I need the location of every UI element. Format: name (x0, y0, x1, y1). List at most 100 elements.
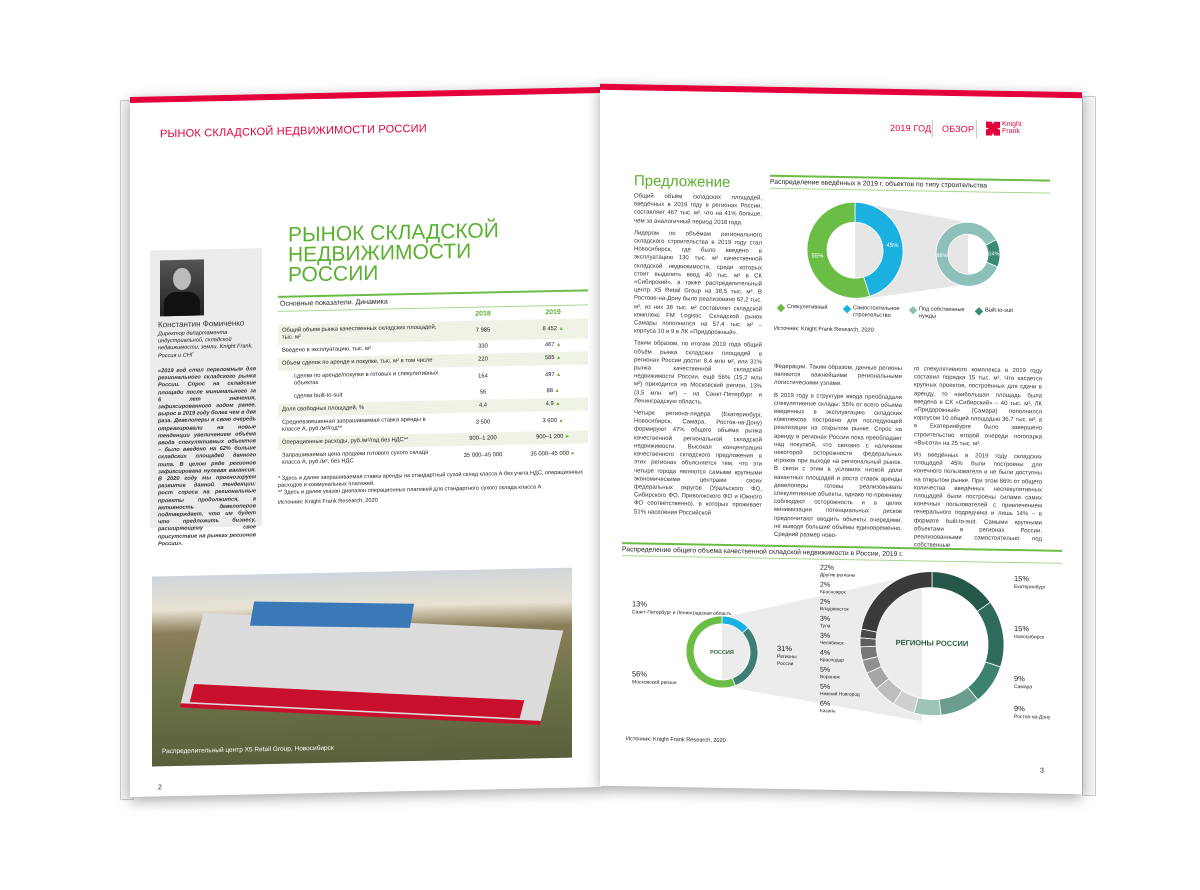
legend-diamond-icon (908, 306, 918, 315)
slice-name: Санкт-Петербург и Ленинградская область (632, 609, 732, 617)
slice-percent: 3% (820, 633, 830, 640)
slice-percent: 9% (1014, 674, 1025, 683)
right-page: 2019 ГОД ОБЗОР Knight Frank Предложение О… (600, 83, 1082, 795)
slice-name: Тула (820, 623, 831, 629)
slice-label: 55% (811, 253, 824, 259)
legend-diamond-icon (842, 304, 852, 314)
trend-flat-icon: ► (565, 433, 570, 440)
total-stock-chart: Распределение общего объема качественной… (622, 542, 1062, 751)
slice-percent: 5% (820, 684, 830, 691)
value-2019-text: 8 452 (542, 325, 557, 332)
stock-donuts: РОССИЯ 13%Санкт-Петербург и Ленинградская… (632, 565, 1051, 722)
slice-percent: 22% (820, 565, 834, 572)
construction-type-chart: Распределение введённых в 2019 г. объект… (770, 174, 1050, 338)
office-building (249, 601, 415, 628)
header-year: 2019 ГОД (890, 122, 932, 134)
text-column-2: Федерации. Таким образом, данные регионы… (774, 363, 902, 541)
legend-diamond-icon (776, 303, 786, 313)
legend-item: Спекулятивный (776, 303, 838, 319)
value-2018: 7 985 (448, 319, 518, 342)
slice-name: Красноярск (820, 589, 847, 595)
slice-label: 86% (937, 253, 948, 259)
page-title: РЫНОК СКЛАДСКОЙ НЕДВИЖИМОСТИ РОССИИ (288, 219, 588, 291)
indicators-table: Основные показатели. Динамика 2018 2019 О… (278, 289, 588, 506)
trend-up-icon: ▲ (556, 341, 562, 349)
legend-diamond-icon (974, 307, 984, 316)
value-2019-text: 497 (544, 371, 555, 378)
slice-label: 14% (988, 251, 999, 257)
slice-name: Московский регион (632, 678, 677, 686)
regions-slice (931, 571, 991, 613)
paragraph: Таким образом, по итогам 2019 года общий… (634, 340, 762, 406)
value-2018: 35 000–45 000 (463, 451, 503, 459)
page-number-right: 3 (1040, 767, 1044, 775)
value-2018: 3 500 (475, 418, 491, 426)
legend-item: Под собственные нужды (908, 306, 970, 321)
legend-label: Спекулятивный (787, 304, 828, 311)
row-label: Запрашиваемая цена продажи готового сухо… (282, 449, 429, 466)
legend-label: Самостоятельное строительство (853, 305, 900, 319)
legend-label: Built-to-suit (985, 307, 1013, 315)
page-stack-right (1082, 95, 1096, 797)
slice-percent: 15% (1014, 574, 1029, 583)
slice-name: России (777, 661, 794, 667)
construction-donuts: 45% 55% 14% 86% (806, 201, 1001, 301)
value-2018: 164 (478, 372, 488, 380)
trend-up-icon: ▲ (558, 325, 564, 332)
slice-percent: 6% (820, 701, 830, 708)
russia-slice (685, 615, 736, 689)
value-2019-text: 4,9 (545, 401, 554, 408)
chart-source: Источник: Knight Frank Research, 2020 (774, 325, 874, 334)
legend-label: Под собственные нужды (919, 306, 965, 320)
slice-name: Регионы (777, 654, 797, 660)
slice-name: Екатеринбург (1014, 584, 1046, 591)
russia-center-label: РОССИЯ (710, 650, 734, 656)
person-name: Константин Фомиченко (158, 318, 245, 330)
slice-percent: 56% (632, 669, 647, 678)
text-column-3: го спекулятивного комплекса в 2019 году … (914, 365, 1042, 552)
page-number-left: 2 (158, 784, 162, 792)
section-title: Предложение (634, 172, 731, 192)
legend-item: Самостоятельное строительство (842, 304, 904, 320)
paragraph: го спекулятивного комплекса в 2019 году … (914, 366, 1042, 448)
slice-name: Краснодар (820, 657, 844, 663)
page-title-text: РЫНОК СКЛАДСКОЙ НЕДВИЖИМОСТИ РОССИИ (288, 219, 588, 286)
header-divider (932, 119, 933, 138)
text-column-1: Общий объём складских площадей, введённы… (634, 192, 762, 518)
slice-percent: 13% (632, 599, 647, 608)
construction-slice (806, 201, 871, 299)
slice-name: Владивосток (820, 606, 850, 613)
slice-name: Новосибирск (1014, 634, 1045, 641)
trend-up-icon: ▲ (556, 354, 562, 362)
legend-item: Built-to-suit (974, 307, 1036, 322)
slice-percent: 9% (1014, 704, 1025, 713)
regions-slice (913, 697, 942, 716)
slice-label: 45% (887, 243, 900, 249)
slice-name: Челябинск (820, 640, 845, 646)
slice-name: Другие регионы (820, 572, 856, 579)
slice-name: Самара (1014, 684, 1032, 690)
warehouse-photo: Распределительный центр X5 Retail Group,… (152, 567, 572, 767)
photo-caption: Распределительный центр X5 Retail Group,… (162, 744, 334, 756)
logo-word: Frank (1002, 127, 1020, 136)
value-2019-text: 3 600 (542, 417, 557, 424)
quote-panel: Константин Фомиченко Директор департамен… (150, 248, 262, 547)
slice-name: Ростов-на-Дону (1014, 714, 1051, 721)
paragraph: Лидером по объёмам регионального складск… (634, 230, 762, 337)
paragraph: Федерации. Таким образом, данные регионы… (774, 363, 902, 388)
slice-percent: 3% (820, 616, 830, 623)
regions-slice (860, 571, 933, 633)
slice-percent: 5% (820, 667, 830, 674)
slice-name: Воронеж (820, 674, 840, 680)
trend-up-icon: ▲ (554, 387, 560, 395)
trend-up-icon: ▲ (555, 400, 561, 408)
trend-flat-icon: ► (570, 450, 576, 457)
trend-up-icon: ▲ (556, 371, 562, 378)
value-2019: 3 600 ▲ (518, 410, 588, 431)
slice-percent: 2% (820, 599, 830, 606)
trend-up-icon: ▲ (558, 417, 564, 424)
slice-percent: 2% (820, 582, 830, 589)
value-2019-text: 585 (544, 355, 555, 362)
paragraph: Общий объём складских площадей, введённы… (634, 193, 762, 226)
person-role: Директор департамента индустриальной, ск… (158, 329, 253, 359)
